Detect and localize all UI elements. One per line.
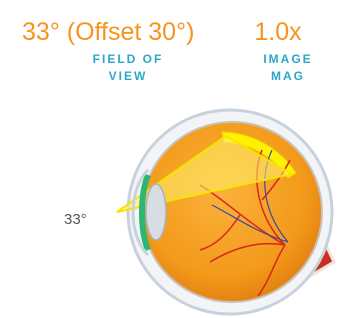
fov-value: 33° (Offset 30°) (22, 18, 194, 46)
fov-label: FIELD OF (93, 52, 164, 66)
angle-label: 33° (64, 211, 87, 228)
mag-label: IMAGE (263, 52, 312, 66)
fov-label: VIEW (109, 69, 148, 83)
page: 33° (Offset 30°) FIELD OF VIEW 1.0x IMAG… (0, 0, 344, 318)
mag-value: 1.0x (254, 18, 302, 46)
eye-diagram: 33° (Offset 30°) FIELD OF VIEW 1.0x IMAG… (0, 0, 344, 318)
mag-label: MAG (271, 69, 305, 83)
lens (146, 184, 166, 240)
